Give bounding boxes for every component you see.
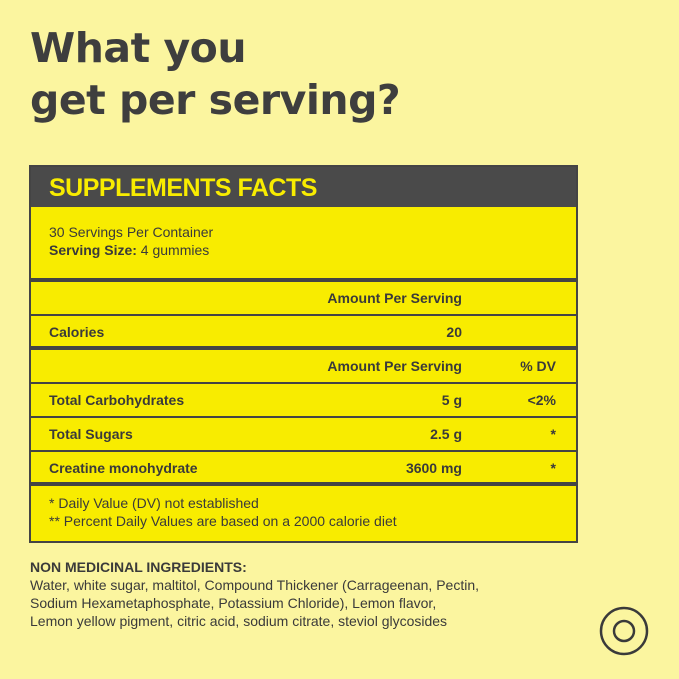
footnotes: * Daily Value (DV) not established ** Pe… bbox=[31, 486, 576, 530]
ingredients-line: Lemon yellow pigment, citric acid, sodiu… bbox=[30, 613, 448, 629]
table-row: Total Carbohydrates 5 g <2% bbox=[31, 384, 576, 418]
nutrient-header-row: Amount Per Serving % DV bbox=[31, 350, 576, 384]
amount-header: Amount Per Serving bbox=[327, 358, 462, 374]
ingredients-line: Water, white sugar, maltitol, Compound T… bbox=[30, 577, 479, 593]
headline-line-2: get per serving? bbox=[30, 76, 401, 124]
amount-header: Amount Per Serving bbox=[327, 290, 462, 306]
ingredients-section: NON MEDICINAL INGREDIENTS: Water, white … bbox=[30, 558, 590, 630]
nutrient-name: Creatine monohydrate bbox=[49, 460, 198, 476]
nutrient-amount: 3600 mg bbox=[405, 460, 462, 476]
nutrient-dv: <2% bbox=[527, 392, 556, 408]
nutrient-dv: * bbox=[550, 426, 556, 442]
target-icon bbox=[599, 606, 649, 656]
table-row: Total Sugars 2.5 g * bbox=[31, 418, 576, 452]
nutrient-amount: 5 g bbox=[441, 392, 462, 408]
calories-row: Calories 20 bbox=[31, 316, 576, 350]
footnote-dv: * Daily Value (DV) not established bbox=[49, 495, 259, 511]
nutrient-amount: 2.5 g bbox=[430, 426, 462, 442]
supplement-facts-panel: SUPPLEMENTS FACTS 30 Servings Per Contai… bbox=[29, 165, 578, 543]
ingredients-title: NON MEDICINAL INGREDIENTS: bbox=[30, 559, 247, 575]
amount-header-row: Amount Per Serving bbox=[31, 282, 576, 316]
headline-line-1: What you bbox=[30, 24, 247, 72]
footnote-percent: ** Percent Daily Values are based on a 2… bbox=[49, 513, 397, 529]
serving-size-label: Serving Size: bbox=[49, 242, 137, 258]
nutrient-name: Total Sugars bbox=[49, 426, 133, 442]
nutrient-name: Total Carbohydrates bbox=[49, 392, 185, 408]
ingredients-line: Sodium Hexametaphosphate, Potassium Chlo… bbox=[30, 595, 437, 611]
serving-size-value: 4 gummies bbox=[136, 242, 210, 258]
calories-label: Calories bbox=[49, 324, 105, 340]
calories-value: 20 bbox=[446, 324, 462, 340]
servings-info: 30 Servings Per Container Serving Size: … bbox=[31, 207, 576, 282]
servings-per-container: 30 Servings Per Container bbox=[49, 224, 214, 240]
facts-title: SUPPLEMENTS FACTS bbox=[31, 167, 576, 207]
dv-header: % DV bbox=[520, 358, 556, 374]
page-title: What you get per serving? bbox=[30, 22, 401, 126]
serving-size: Serving Size: 4 gummies bbox=[49, 241, 576, 259]
nutrient-dv: * bbox=[550, 460, 556, 476]
table-row: Creatine monohydrate 3600 mg * bbox=[31, 452, 576, 486]
